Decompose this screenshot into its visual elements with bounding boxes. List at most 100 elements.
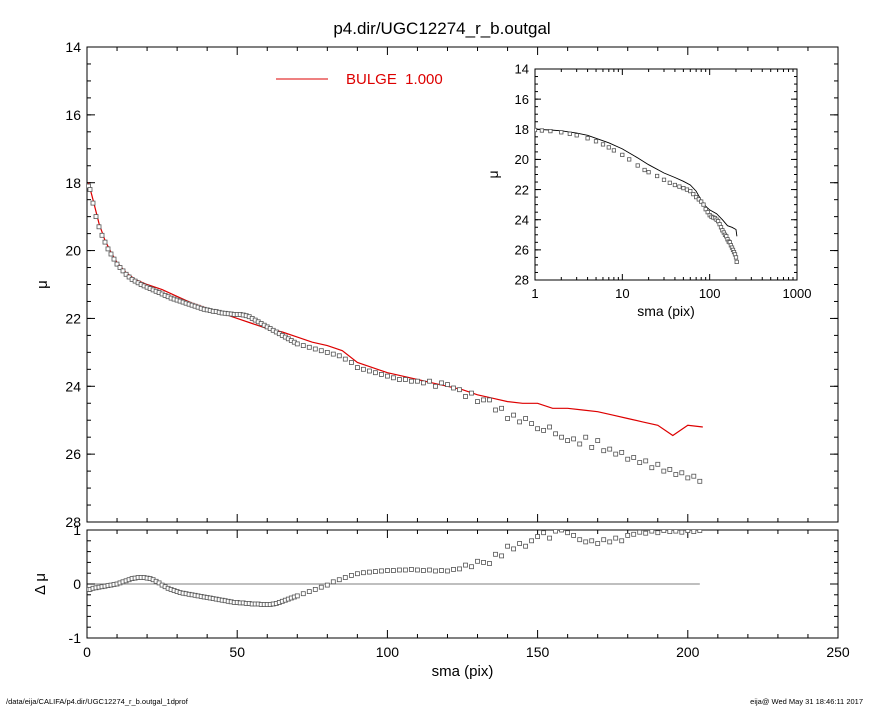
data-point bbox=[123, 271, 129, 277]
data-point bbox=[539, 128, 545, 133]
data-point bbox=[396, 567, 402, 573]
data-point bbox=[414, 567, 420, 573]
data-point bbox=[99, 232, 105, 238]
data-point bbox=[529, 421, 534, 427]
data-point bbox=[475, 399, 480, 405]
data-point bbox=[427, 378, 432, 384]
data-point bbox=[635, 163, 640, 168]
y-tick-label: 22 bbox=[65, 310, 81, 326]
main-plot: 14 16 18 20 22 24 26 28 μ bbox=[34, 39, 839, 530]
data-point bbox=[547, 424, 552, 430]
data-point bbox=[372, 569, 378, 574]
data-point bbox=[691, 191, 696, 197]
x-tick-label: 250 bbox=[826, 644, 850, 660]
data-point bbox=[294, 593, 300, 599]
data-point bbox=[481, 560, 486, 565]
data-point bbox=[348, 360, 354, 365]
data-point bbox=[105, 246, 111, 252]
data-point bbox=[87, 187, 93, 192]
data-point bbox=[390, 568, 396, 573]
data-point bbox=[511, 546, 517, 552]
y-tick-label: 28 bbox=[65, 514, 81, 530]
y-tick-label: 16 bbox=[515, 92, 529, 107]
data-point bbox=[511, 412, 517, 418]
x-tick-label: 100 bbox=[699, 286, 721, 301]
data-point bbox=[684, 187, 690, 192]
series-line bbox=[87, 182, 703, 437]
data-point bbox=[574, 133, 579, 138]
data-point bbox=[585, 136, 590, 141]
data-point bbox=[493, 551, 498, 557]
x-axis-label: sma (pix) bbox=[432, 663, 494, 680]
inset-plot: 1 10 100 1000 14 16 18 20 22 24 26 28 sma (pix) μ bbox=[485, 62, 811, 319]
data-point bbox=[312, 587, 318, 592]
data-point bbox=[565, 530, 570, 536]
data-point bbox=[378, 568, 384, 574]
y-tick-label: 20 bbox=[65, 243, 81, 259]
data-point bbox=[637, 530, 643, 535]
data-point bbox=[360, 366, 366, 372]
data-point bbox=[523, 543, 528, 549]
data-point bbox=[577, 441, 583, 447]
data-point bbox=[469, 390, 474, 396]
series-group bbox=[535, 127, 739, 265]
data-point bbox=[619, 449, 625, 455]
data-point bbox=[330, 579, 336, 585]
data-point bbox=[697, 530, 703, 533]
data-point bbox=[114, 261, 120, 267]
data-point bbox=[414, 378, 420, 384]
data-point bbox=[499, 553, 505, 559]
data-point bbox=[607, 539, 613, 545]
data-point bbox=[611, 148, 617, 153]
data-point bbox=[643, 458, 649, 464]
data-point bbox=[330, 351, 336, 357]
data-point bbox=[111, 256, 117, 262]
x-tick-label: 0 bbox=[83, 644, 91, 660]
data-point bbox=[667, 466, 673, 472]
x-tick-label: 50 bbox=[229, 644, 245, 660]
data-point bbox=[661, 468, 667, 474]
data-point bbox=[583, 539, 589, 545]
y-tick-label: 26 bbox=[515, 243, 529, 258]
data-point bbox=[541, 530, 546, 536]
data-point bbox=[451, 385, 456, 391]
data-point bbox=[102, 239, 108, 245]
data-point bbox=[420, 380, 426, 386]
data-point bbox=[697, 478, 703, 484]
data-point bbox=[324, 349, 330, 355]
data-point bbox=[108, 251, 114, 257]
data-point bbox=[469, 564, 474, 570]
data-point bbox=[607, 446, 613, 452]
data-point bbox=[366, 569, 372, 575]
data-point bbox=[439, 568, 444, 573]
data-point bbox=[354, 365, 360, 371]
data-point bbox=[445, 568, 450, 574]
data-point bbox=[378, 371, 384, 377]
footer-path: /data/eija/CALIFA/p4.dir/UGC12274_r_b.ou… bbox=[6, 697, 188, 706]
data-point bbox=[420, 568, 426, 573]
data-point bbox=[402, 377, 408, 382]
data-point bbox=[661, 530, 667, 533]
y-tick-label: 20 bbox=[515, 152, 529, 167]
legend-label-bulge: BULGE 1.000 bbox=[346, 71, 443, 88]
data-point bbox=[613, 451, 619, 457]
data-point bbox=[342, 575, 348, 580]
data-point bbox=[734, 259, 739, 265]
legend: BULGE 1.000 bbox=[276, 71, 443, 88]
data-point bbox=[655, 461, 661, 467]
data-point bbox=[384, 568, 390, 573]
data-point bbox=[589, 444, 595, 450]
series-group bbox=[87, 182, 703, 484]
data-point bbox=[505, 543, 511, 549]
data-point bbox=[577, 537, 583, 543]
data-point bbox=[366, 368, 372, 374]
y-tick-label: -1 bbox=[69, 630, 82, 646]
footer-timestamp: eija@ Wed May 31 18:46:11 2017 bbox=[750, 697, 863, 706]
data-point bbox=[667, 180, 672, 185]
data-point bbox=[300, 591, 306, 597]
data-point bbox=[445, 382, 450, 388]
x-tick-label: 10 bbox=[615, 286, 629, 301]
data-point bbox=[360, 570, 366, 576]
data-point bbox=[691, 473, 697, 479]
